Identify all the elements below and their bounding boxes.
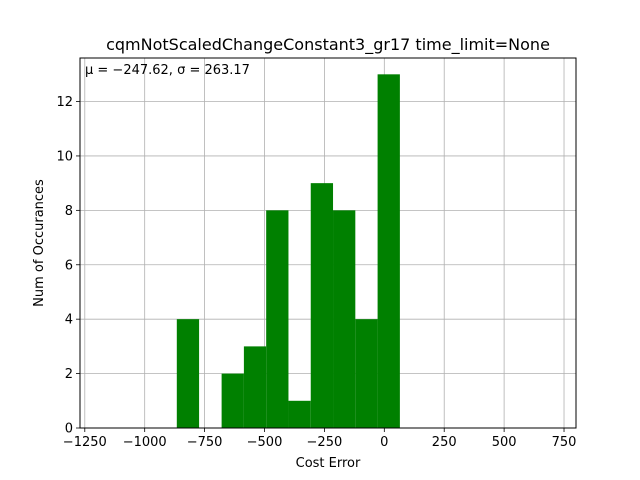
x-tick-label: 750 <box>552 435 577 450</box>
x-tick-label: −1000 <box>123 435 167 450</box>
histogram-bar <box>243 346 267 428</box>
y-tick-label: 10 <box>56 149 73 164</box>
chart-title: cqmNotScaledChangeConstant3_gr17 time_li… <box>106 35 550 55</box>
x-tick-label: −750 <box>187 435 223 450</box>
histogram-bar <box>221 373 244 428</box>
y-tick-label: 4 <box>65 313 73 328</box>
y-tick-label: 6 <box>65 258 73 273</box>
x-axis-label: Cost Error <box>296 456 361 471</box>
histogram-bar <box>310 183 334 428</box>
x-tick-label: 250 <box>432 435 457 450</box>
y-tick-label: 8 <box>65 204 73 219</box>
stats-annotation: μ = −247.62, σ = 263.17 <box>85 63 250 78</box>
x-ticks: −1250 −1000 −750 −500 −250 0 250 500 750 <box>63 428 577 450</box>
x-tick-label: −1250 <box>63 435 107 450</box>
histogram-bar <box>288 400 311 428</box>
y-tick-label: 2 <box>65 367 73 382</box>
x-tick-label: 0 <box>380 435 388 450</box>
x-tick-label: −250 <box>307 435 343 450</box>
histogram-bar <box>266 210 289 428</box>
x-tick-label: 500 <box>492 435 517 450</box>
y-ticks: 0 2 4 6 8 10 12 <box>56 95 80 437</box>
histogram-bar <box>377 74 400 428</box>
y-tick-label: 12 <box>56 95 73 110</box>
histogram-bar <box>176 319 200 428</box>
bars <box>176 74 400 428</box>
axes-frame <box>79 57 577 429</box>
histogram-bar <box>333 210 356 428</box>
y-axis-label: Num of Occurances <box>32 179 47 307</box>
histogram-bar <box>355 319 378 428</box>
y-tick-label: 0 <box>65 422 73 437</box>
x-tick-label: −500 <box>247 435 283 450</box>
